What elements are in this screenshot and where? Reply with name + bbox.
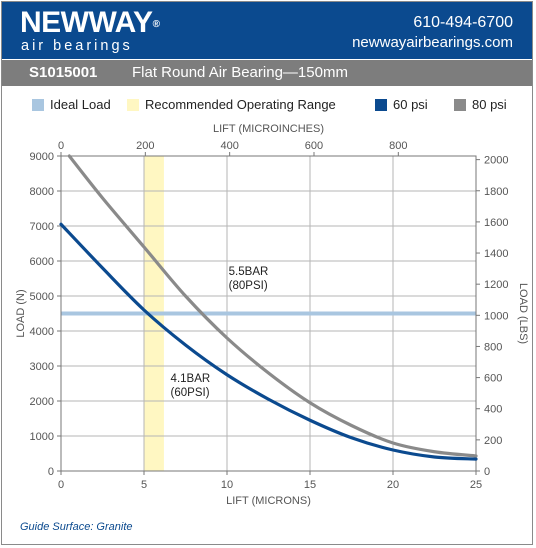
y2-tick-label: 1200	[484, 279, 508, 291]
series-line-60psi	[59, 222, 478, 461]
y2-tick-label: 1800	[484, 186, 508, 198]
load-lift-chart: 0100020003000400050006000700080009000020…	[15, 123, 529, 507]
annotation-60psi-bar: 4.1BAR	[171, 373, 211, 385]
y2-axis-title: LOAD (LBS)	[517, 283, 529, 344]
x2-tick-label: 400	[220, 140, 238, 152]
chart-legend: Ideal Load Recommended Operating Range 6…	[2, 93, 532, 117]
guide-surface-note: Guide Surface: Granite	[20, 521, 133, 533]
y2-tick-label: 1000	[484, 310, 508, 322]
annotation-60psi-psi: (60PSI)	[171, 387, 210, 399]
x2-tick-label: 800	[389, 140, 407, 152]
x-tick-label: 10	[221, 479, 233, 491]
legend-60psi: 60 psi	[375, 93, 428, 117]
legend-swatch-60psi	[375, 98, 387, 111]
y-tick-label: 6000	[30, 256, 54, 268]
phone-number: 610-494-6700	[413, 14, 513, 31]
x-tick-label: 20	[387, 479, 399, 491]
y-tick-label: 2000	[30, 396, 54, 408]
y-tick-label: 5000	[30, 291, 54, 303]
y-tick-label: 8000	[30, 186, 54, 198]
y-tick-label: 3000	[30, 361, 54, 373]
annotation-80psi-bar: 5.5BAR	[229, 266, 269, 278]
x-tick-label: 25	[470, 479, 482, 491]
legend-label-ideal-load: Ideal Load	[50, 97, 111, 112]
y2-tick-label: 0	[484, 466, 490, 478]
x2-axis-title: LIFT (MICROINCHES)	[213, 123, 324, 135]
legend-label-80psi: 80 psi	[472, 97, 507, 112]
legend-label-60psi: 60 psi	[393, 97, 428, 112]
legend-operating-range: Recommended Operating Range	[127, 93, 336, 117]
y2-tick-label: 800	[484, 341, 502, 353]
x2-tick-label: 0	[58, 140, 64, 152]
y-tick-label: 7000	[30, 221, 54, 233]
brand-tagline: air bearings	[21, 38, 133, 54]
y2-tick-label: 2000	[484, 155, 508, 167]
y2-tick-label: 600	[484, 373, 502, 385]
y2-tick-label: 1400	[484, 248, 508, 260]
legend-swatch-ideal-load	[32, 98, 44, 111]
legend-80psi: 80 psi	[454, 93, 507, 117]
x-axis-title: LIFT (MICRONS)	[226, 495, 311, 507]
legend-swatch-operating-range	[127, 98, 139, 111]
y-tick-label: 1000	[30, 431, 54, 443]
brand-name: NEWWAY	[20, 6, 153, 39]
y-tick-label: 4000	[30, 326, 54, 338]
product-description: Flat Round Air Bearing—150mm	[132, 64, 348, 81]
y2-tick-label: 1600	[484, 217, 508, 229]
y-axis-title: LOAD (N)	[15, 289, 27, 337]
legend-ideal-load: Ideal Load	[32, 93, 111, 117]
plot-border	[60, 155, 477, 472]
product-code: S1015001	[29, 64, 98, 81]
series-line-80psi	[67, 154, 478, 458]
registered-mark: ®	[152, 19, 160, 30]
brand-header: NEWWAY® air bearings 610-494-6700 newway…	[2, 2, 532, 59]
legend-swatch-80psi	[454, 98, 466, 111]
x-tick-label: 15	[304, 479, 316, 491]
x2-tick-label: 200	[136, 140, 154, 152]
y-tick-label: 9000	[30, 151, 54, 163]
x-tick-label: 5	[141, 479, 147, 491]
website-link[interactable]: newwayairbearings.com	[352, 34, 513, 51]
brand-logo: NEWWAY®	[20, 6, 160, 39]
y2-tick-label: 200	[484, 435, 502, 447]
product-title-bar: S1015001 Flat Round Air Bearing—150mm	[2, 59, 532, 86]
legend-label-operating-range: Recommended Operating Range	[145, 97, 336, 112]
x2-tick-label: 600	[305, 140, 323, 152]
y2-tick-label: 400	[484, 404, 502, 416]
y-tick-label: 0	[48, 466, 54, 478]
annotation-80psi-psi: (80PSI)	[229, 280, 268, 292]
x-tick-label: 0	[58, 479, 64, 491]
